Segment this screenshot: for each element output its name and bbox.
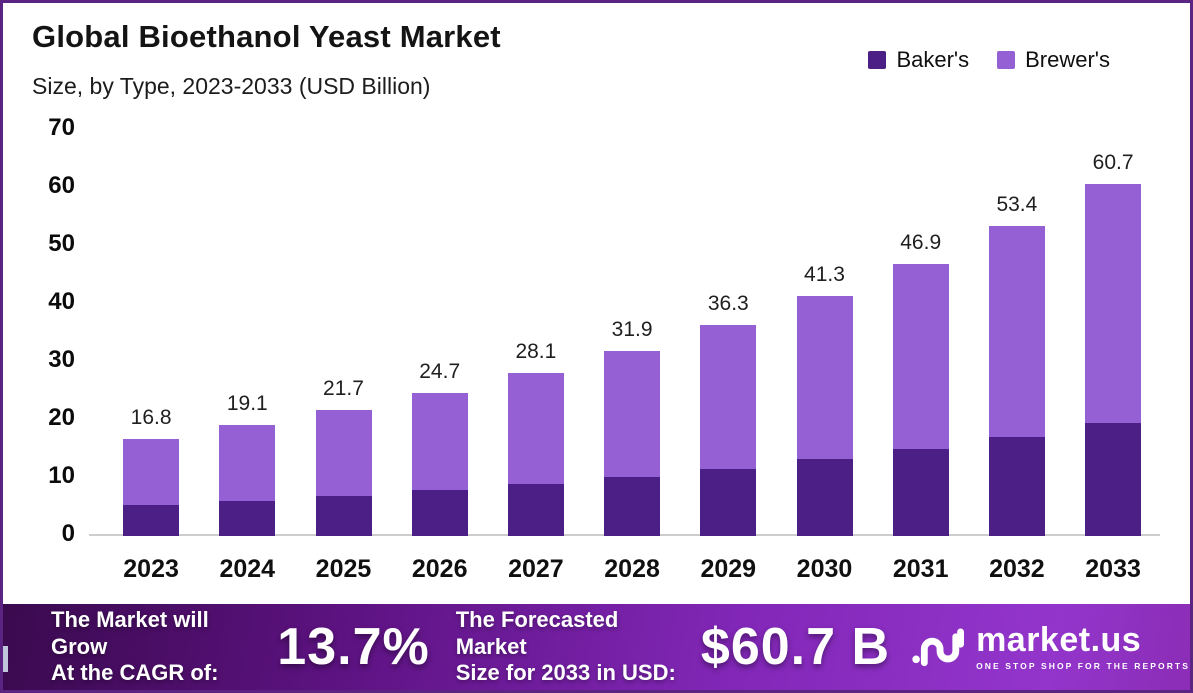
- y-axis-tick-30: 30: [48, 346, 75, 373]
- bakers-swatch: [868, 51, 887, 69]
- bar-value-2027: 28.1: [515, 340, 557, 363]
- bar-value-2032: 53.4: [996, 193, 1038, 216]
- cagr-label: The Market will Grow At the CAGR of:: [51, 607, 263, 686]
- forecast-label: The Forecasted Market Size for 2033 in U…: [456, 607, 687, 686]
- bar-2033-brewers-segment: [1085, 184, 1142, 423]
- bar-2031-brewers-segment: [892, 264, 949, 449]
- bar-2025-brewers-segment: [315, 410, 372, 496]
- bar-value-2030: 41.3: [804, 263, 845, 286]
- y-axis-tick-40: 40: [48, 288, 75, 315]
- bar-2023: [123, 439, 180, 536]
- chart-subtitle: Size, by Type, 2023-2033 (USD Billion): [32, 73, 431, 99]
- bar-2024: [219, 425, 276, 536]
- bar-2029: [700, 325, 757, 536]
- y-axis-tick-10: 10: [48, 462, 75, 489]
- legend-label-bakers: Baker's: [896, 47, 970, 72]
- x-axis-label-2024: 2024: [219, 555, 276, 583]
- bar-2024-bakers-segment: [219, 501, 276, 536]
- x-axis-label-2026: 2026: [411, 555, 468, 583]
- market-us-logo: market.us ONE STOP SHOP FOR THE REPORTS: [912, 623, 1190, 671]
- y-axis-tick-70: 70: [48, 114, 75, 141]
- logo-tagline: ONE STOP SHOP FOR THE REPORTS: [976, 661, 1190, 671]
- stacked-bar-chart: 0 10 20 30 40 50 60 70 16.8 2023 19.1 2024 21.7 2025 2…: [3, 3, 1190, 690]
- footer-banner: The Market will Grow At the CAGR of: 13.…: [3, 604, 1190, 690]
- bar-2027-bakers-segment: [507, 484, 564, 536]
- market-us-logo-mark: [912, 628, 965, 667]
- bar-value-2024: 19.1: [226, 392, 268, 415]
- bar-2029-bakers-segment: [700, 469, 757, 536]
- legend-item-brewers: Brewer's: [997, 47, 1110, 73]
- text-line: Size for 2033 in USD:: [455, 660, 676, 686]
- text-line: The Market will Grow: [51, 607, 209, 659]
- x-axis-label-2033: 2033: [1085, 555, 1141, 583]
- bar-value-2029: 36.3: [707, 292, 749, 315]
- bar-2031: [892, 264, 949, 536]
- x-axis-label-2027: 2027: [508, 555, 564, 583]
- bar-value-2028: 31.9: [611, 318, 653, 341]
- bar-2030-bakers-segment: [796, 459, 853, 536]
- text-line: At the CAGR of:: [51, 660, 219, 686]
- y-axis-tick-60: 60: [48, 172, 75, 199]
- legend-item-bakers: Baker's: [868, 47, 969, 73]
- logo-text-block: market.us ONE STOP SHOP FOR THE REPORTS: [976, 623, 1190, 671]
- bar-2028-bakers-segment: [604, 477, 661, 536]
- bar-2033: [1085, 184, 1142, 536]
- brewers-swatch: [997, 51, 1016, 69]
- bar-value-2026: 24.7: [419, 360, 461, 383]
- bar-2032: [988, 226, 1045, 536]
- x-axis-label-2028: 2028: [604, 555, 660, 583]
- x-axis-label-2032: 2032: [989, 555, 1045, 583]
- bar-2024-brewers-segment: [219, 425, 276, 501]
- bar-2026-brewers-segment: [411, 393, 468, 490]
- bar-value-2033: 60.7: [1092, 151, 1134, 174]
- bar-2026-bakers-segment: [411, 490, 468, 536]
- bar-2028: [604, 351, 661, 536]
- chart-title: Global Bioethanol Yeast Market: [32, 19, 501, 54]
- bar-value-2025: 21.7: [323, 377, 364, 400]
- bar-value-2031: 46.9: [900, 231, 942, 254]
- x-axis-label-2029: 2029: [700, 555, 757, 583]
- logo-wordmark: market.us: [976, 621, 1142, 659]
- bar-2023-bakers-segment: [123, 505, 180, 536]
- bar-2031-bakers-segment: [892, 449, 949, 536]
- bar-2025: [315, 410, 372, 536]
- text-line: The Forecasted Market: [455, 607, 619, 659]
- legend: Baker's Brewer's: [868, 47, 1110, 73]
- x-axis-label-2025: 2025: [315, 555, 372, 583]
- bar-2032-brewers-segment: [988, 226, 1045, 437]
- bar-value-2023: 16.8: [130, 406, 172, 429]
- bar-2025-bakers-segment: [315, 496, 372, 536]
- bar-2023-brewers-segment: [123, 439, 180, 505]
- x-axis-label-2030: 2030: [796, 555, 853, 583]
- bar-2028-brewers-segment: [604, 351, 661, 477]
- y-axis-tick-20: 20: [48, 404, 75, 431]
- bar-2027: [507, 373, 564, 536]
- bar-2030-brewers-segment: [796, 296, 853, 459]
- y-axis-tick-0: 0: [61, 520, 75, 547]
- bar-2033-bakers-segment: [1085, 423, 1142, 536]
- x-axis-label-2023: 2023: [123, 555, 179, 583]
- x-axis-label-2031: 2031: [892, 555, 949, 583]
- banner-left-notch: [3, 646, 8, 672]
- bar-2032-bakers-segment: [988, 437, 1045, 536]
- legend-label-brewers: Brewer's: [1025, 47, 1110, 72]
- bar-2030: [796, 296, 853, 536]
- bar-2029-brewers-segment: [700, 325, 757, 469]
- bar-2027-brewers-segment: [507, 373, 564, 484]
- cagr-value: 13.7%: [277, 618, 430, 676]
- bar-2026: [411, 393, 468, 536]
- forecast-value: $60.7 B: [700, 618, 891, 676]
- y-axis-tick-50: 50: [48, 230, 75, 257]
